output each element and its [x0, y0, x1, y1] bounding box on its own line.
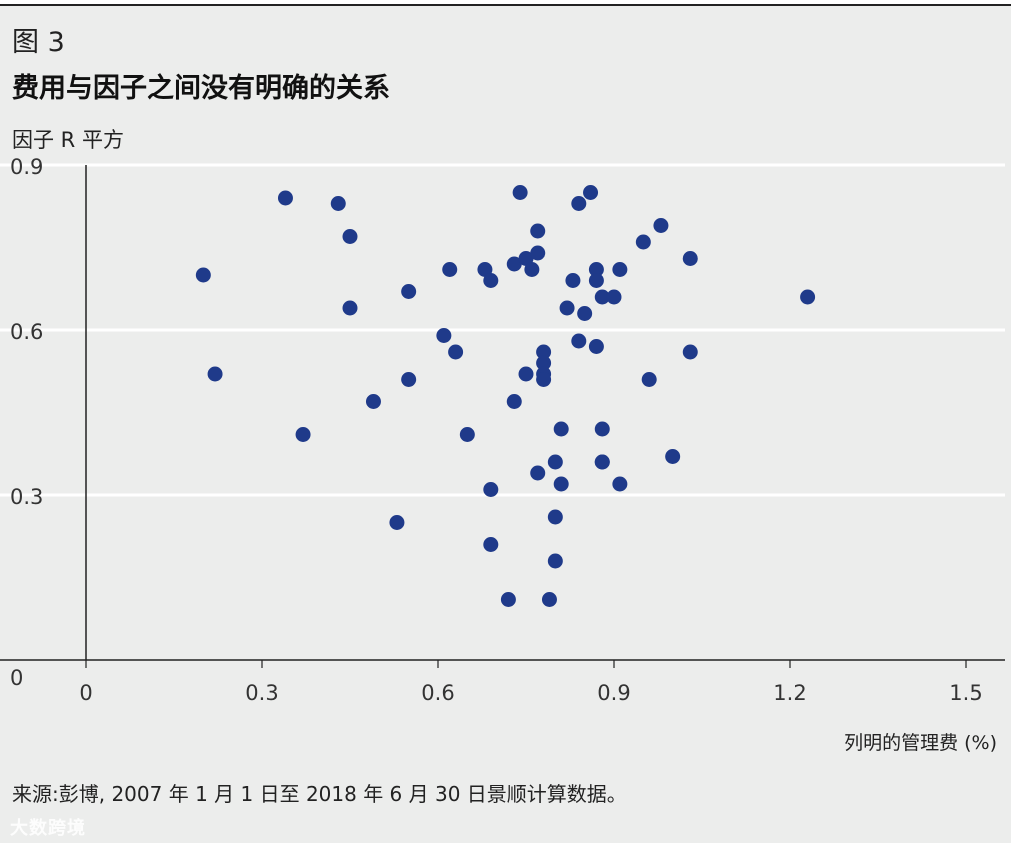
y-tick-label: 0.6 — [10, 320, 43, 344]
data-point — [612, 262, 628, 277]
data-point — [389, 515, 405, 530]
data-point — [195, 267, 211, 283]
data-point — [518, 366, 534, 382]
data-point — [571, 333, 587, 349]
y-tick-label: 0.3 — [10, 485, 43, 509]
data-point — [442, 262, 458, 277]
data-point — [459, 427, 475, 442]
data-point — [530, 245, 546, 261]
data-point — [583, 185, 599, 200]
y-tick-label: 0.9 — [10, 155, 43, 179]
data-point — [800, 289, 816, 305]
data-point — [547, 509, 563, 525]
data-point — [536, 344, 552, 360]
data-point — [612, 476, 628, 492]
data-point — [448, 344, 464, 360]
data-point — [577, 306, 593, 321]
watermark-logo: 大数跨境 — [10, 818, 86, 839]
data-point — [594, 454, 610, 470]
data-point — [436, 328, 452, 343]
figure-label: 图 3 — [12, 27, 65, 58]
data-point — [541, 592, 557, 607]
data-point — [342, 229, 358, 244]
x-tick-label: 1.2 — [773, 681, 806, 705]
data-point — [594, 289, 610, 305]
x-tick-label: 0.9 — [597, 681, 630, 705]
data-point — [635, 234, 651, 250]
data-point — [295, 427, 311, 442]
data-point — [530, 465, 546, 481]
data-point — [512, 185, 528, 200]
data-point — [547, 454, 563, 470]
data-point — [207, 366, 223, 382]
data-point — [553, 421, 569, 437]
data-point — [565, 273, 581, 288]
y-tick-label: 0 — [10, 666, 23, 690]
data-point — [330, 196, 346, 211]
data-point — [665, 449, 681, 464]
data-point — [588, 339, 604, 354]
data-point — [401, 372, 417, 387]
data-point — [653, 218, 669, 233]
data-point — [559, 300, 575, 316]
x-tick-label: 0.3 — [245, 681, 278, 705]
data-point — [524, 262, 540, 277]
data-point — [594, 421, 610, 437]
data-point — [342, 300, 358, 316]
y-axis-title: 因子 R 平方 — [12, 128, 124, 152]
data-point — [547, 553, 563, 569]
data-point — [536, 372, 552, 387]
x-tick-label: 0.6 — [421, 681, 454, 705]
source-note: 来源:彭博, 2007 年 1 月 1 日至 2018 年 6 月 30 日景顺… — [12, 782, 627, 806]
data-point — [682, 251, 698, 266]
data-point — [506, 256, 522, 272]
data-point — [588, 273, 604, 288]
data-point — [483, 537, 499, 552]
data-point — [477, 262, 493, 277]
data-point — [365, 394, 381, 409]
x-tick-label: 0 — [79, 681, 92, 705]
x-axis-title: 列明的管理费 (%) — [844, 732, 997, 754]
data-point — [506, 394, 522, 409]
data-point — [518, 251, 534, 266]
data-point — [530, 223, 546, 239]
figure-panel: 图 3 费用与因子之间没有明确的关系 因子 R 平方 列明的管理费 (%) 来源… — [0, 4, 1011, 843]
data-point — [483, 482, 499, 497]
data-point — [401, 284, 417, 299]
data-point — [553, 476, 569, 492]
data-point — [641, 372, 657, 387]
data-point — [483, 273, 499, 288]
data-point — [571, 196, 587, 211]
data-point — [536, 355, 552, 371]
data-point — [277, 190, 293, 206]
data-point — [682, 344, 698, 360]
data-point — [606, 289, 622, 305]
data-point — [500, 592, 516, 607]
x-tick-label: 1.5 — [949, 681, 982, 705]
figure-title: 费用与因子之间没有明确的关系 — [12, 73, 390, 104]
data-point — [588, 262, 604, 277]
